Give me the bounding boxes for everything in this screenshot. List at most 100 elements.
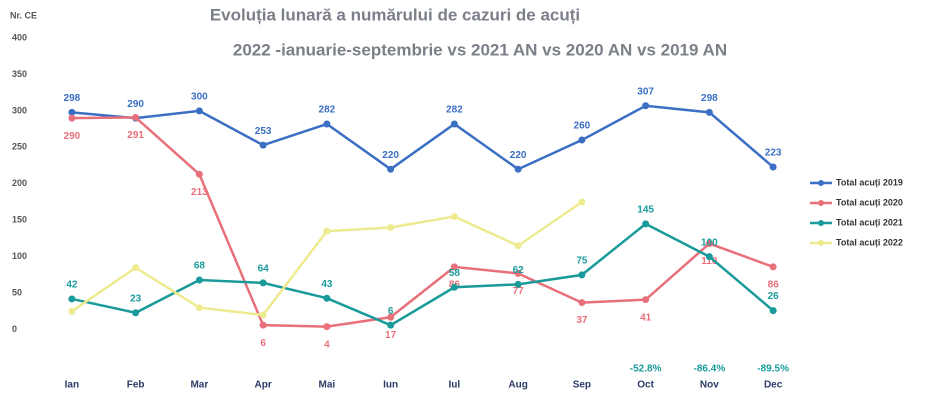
point <box>259 279 267 287</box>
data-label: 145 <box>637 205 654 216</box>
series-line <box>71 222 774 327</box>
data-label: 86 <box>768 280 780 291</box>
point <box>259 311 267 319</box>
data-label: 75 <box>576 256 588 267</box>
data-label: 64 <box>258 264 270 275</box>
y-tick-label: 50 <box>12 287 22 297</box>
data-label: 290 <box>64 131 81 142</box>
data-label: 43 <box>321 279 333 290</box>
point <box>514 165 522 173</box>
data-label: 290 <box>127 99 144 110</box>
x-tick-label: Dec <box>764 380 783 391</box>
data-label: 77 <box>513 286 525 297</box>
point <box>323 323 331 331</box>
series-line <box>71 104 774 171</box>
legend-label: Total acuți 2021 <box>836 217 903 227</box>
chart-subtitle: 2022 -ianuarie-septembrie vs 2021 AN vs … <box>233 40 727 59</box>
data-label: 58 <box>449 268 461 279</box>
point <box>450 283 458 291</box>
x-tick-label: Apr <box>255 380 272 391</box>
legend-marker <box>818 220 824 226</box>
point <box>387 224 395 232</box>
point <box>705 253 713 261</box>
point <box>642 296 650 304</box>
point <box>323 227 331 235</box>
point <box>578 136 586 144</box>
data-label: 4 <box>324 339 330 350</box>
annotation: -52.8% <box>630 364 662 375</box>
point <box>705 108 713 116</box>
x-tick-label: Aug <box>508 380 527 391</box>
point <box>514 242 522 250</box>
y-tick-label: 100 <box>12 251 27 261</box>
point <box>578 271 586 279</box>
x-tick-label: Feb <box>127 380 145 391</box>
data-label: 282 <box>319 105 336 116</box>
point <box>132 264 140 272</box>
data-label: 213 <box>191 187 208 198</box>
point <box>769 307 777 315</box>
point <box>259 141 267 149</box>
y-axis-label: Nr. CE <box>10 10 37 20</box>
point <box>68 295 76 303</box>
x-tick-label: Ian <box>65 380 79 391</box>
annotation: -89.5% <box>757 364 789 375</box>
y-tick-label: 350 <box>12 69 27 79</box>
point <box>323 294 331 302</box>
point <box>578 198 586 206</box>
y-tick-label: 150 <box>12 215 27 225</box>
data-label: 253 <box>255 126 272 137</box>
data-label: 223 <box>765 148 782 159</box>
point <box>132 113 140 121</box>
data-label: 291 <box>127 130 144 141</box>
data-label: 42 <box>66 280 78 291</box>
data-label: 6 <box>260 338 266 349</box>
point <box>259 321 267 329</box>
data-label: 68 <box>194 261 206 272</box>
legend-marker <box>818 200 824 206</box>
point <box>578 299 586 307</box>
data-label: 41 <box>640 312 652 323</box>
x-tick-label: Mar <box>190 380 208 391</box>
data-label: 23 <box>130 293 142 304</box>
legend-marker <box>818 180 824 186</box>
data-label: 118 <box>701 256 718 267</box>
data-label: 17 <box>385 330 397 341</box>
point <box>132 309 140 317</box>
point <box>514 269 522 277</box>
point <box>68 307 76 315</box>
x-tick-label: Iul <box>449 380 461 391</box>
point <box>195 276 203 284</box>
legend-label: Total acuți 2022 <box>836 237 903 247</box>
series-line <box>71 116 774 328</box>
point <box>387 165 395 173</box>
data-label: 298 <box>701 93 718 104</box>
y-tick-label: 200 <box>12 178 27 188</box>
data-label: 307 <box>637 86 654 97</box>
data-label: 300 <box>191 92 208 103</box>
x-tick-label: Oct <box>637 380 654 391</box>
data-label: 62 <box>513 265 525 276</box>
x-tick-label: Sep <box>573 380 591 391</box>
data-label: 260 <box>574 121 591 132</box>
x-tick-label: Mai <box>319 380 336 391</box>
x-tick-label: Nov <box>700 380 719 391</box>
point <box>387 313 395 321</box>
chart-title: Evoluția lunară a numărului de cazuri de… <box>210 5 580 24</box>
point <box>68 108 76 116</box>
data-label: 220 <box>382 150 399 161</box>
data-label: 220 <box>510 150 527 161</box>
point <box>769 263 777 271</box>
point <box>195 304 203 312</box>
point <box>68 114 76 122</box>
point <box>450 120 458 128</box>
point <box>450 263 458 271</box>
legend-label: Total acuți 2020 <box>836 197 903 207</box>
y-tick-label: 400 <box>12 32 27 42</box>
y-tick-label: 250 <box>12 142 27 152</box>
data-label: 282 <box>446 105 463 116</box>
data-label: 6 <box>388 306 394 317</box>
data-label: 26 <box>768 291 780 302</box>
x-tick-label: Iun <box>383 380 398 391</box>
